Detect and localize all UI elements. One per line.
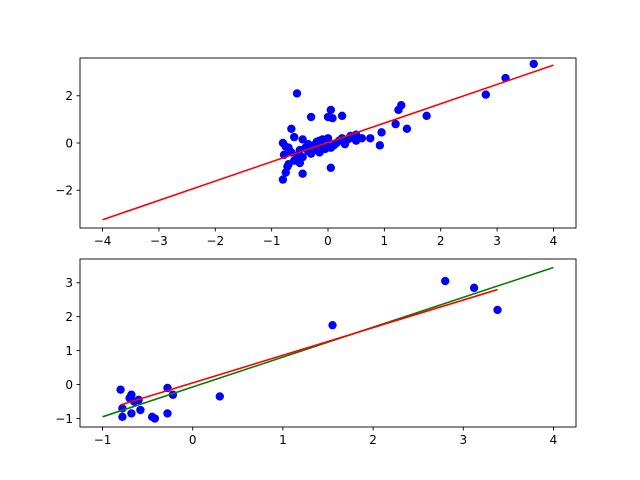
x-tick-label: 3	[459, 433, 467, 447]
data-point	[481, 90, 491, 99]
data-point	[377, 128, 386, 137]
data-point	[281, 142, 290, 151]
data-point	[136, 405, 145, 415]
data-point	[330, 139, 339, 149]
x-tick-label: 1	[279, 433, 287, 447]
data-point	[118, 412, 127, 422]
y-tick-label: 2	[65, 89, 73, 103]
data-point	[366, 134, 375, 143]
data-point	[163, 409, 172, 418]
x-tick-label: 4	[550, 433, 558, 447]
x-tick-label: 4	[550, 234, 558, 248]
data-point	[326, 105, 336, 115]
data-point	[306, 112, 316, 122]
data-point	[375, 141, 385, 150]
bottom-scatter-plot: −1 0 1 2 3 4 −1 0 1 2 3	[55, 258, 577, 447]
y-tick-label: −2	[55, 184, 73, 198]
x-tick-label: 0	[324, 234, 332, 248]
data-point	[328, 320, 337, 330]
data-point	[323, 134, 333, 143]
data-point	[289, 132, 299, 142]
y-tick-label: 1	[65, 344, 73, 358]
data-point	[340, 139, 350, 149]
data-point	[312, 137, 321, 147]
x-tick-label: 0	[189, 433, 197, 447]
data-point	[397, 101, 406, 110]
y-tick-label: 2	[65, 310, 73, 324]
data-point	[278, 175, 288, 184]
data-point	[337, 111, 347, 121]
data-point	[402, 124, 412, 134]
x-tick-label: −3	[150, 234, 168, 248]
plot-area	[102, 59, 554, 221]
y-tick-label: 3	[65, 276, 73, 290]
data-point	[357, 134, 367, 143]
data-point	[529, 59, 538, 69]
data-point	[441, 276, 450, 286]
x-tick-label: 1	[381, 234, 389, 248]
data-point	[150, 414, 160, 423]
x-tick-label: −1	[94, 433, 112, 447]
x-tick-label: 2	[369, 433, 377, 447]
top-scatter-plot: −4 −3 −2 −1 0 1 2 3 4 −2 0 2	[55, 57, 577, 248]
y-tick-label: −1	[55, 412, 73, 426]
data-point	[287, 124, 296, 134]
x-tick-label: −4	[94, 234, 112, 248]
data-point	[298, 135, 307, 144]
data-point	[298, 152, 307, 162]
data-point	[328, 114, 337, 123]
x-tick-label: 2	[437, 234, 445, 248]
data-point	[215, 392, 224, 401]
x-tick-label: −1	[263, 234, 281, 248]
data-point	[469, 283, 479, 293]
red-fit-line	[102, 64, 554, 221]
x-tick-label: 3	[493, 234, 501, 248]
data-point	[292, 89, 302, 98]
data-point	[127, 409, 136, 418]
axes-frame	[79, 258, 577, 428]
data-point	[493, 305, 502, 315]
data-point	[391, 119, 400, 129]
y-tick-label: 0	[65, 136, 73, 150]
plot-area	[102, 266, 554, 423]
y-tick-label: 0	[65, 378, 73, 392]
data-point	[326, 163, 336, 172]
data-point	[422, 111, 431, 121]
data-point	[116, 385, 125, 394]
data-point	[127, 390, 136, 399]
red-fit-line	[120, 288, 498, 406]
x-tick-label: −2	[206, 234, 224, 248]
data-point	[304, 139, 313, 149]
data-point	[298, 169, 307, 178]
